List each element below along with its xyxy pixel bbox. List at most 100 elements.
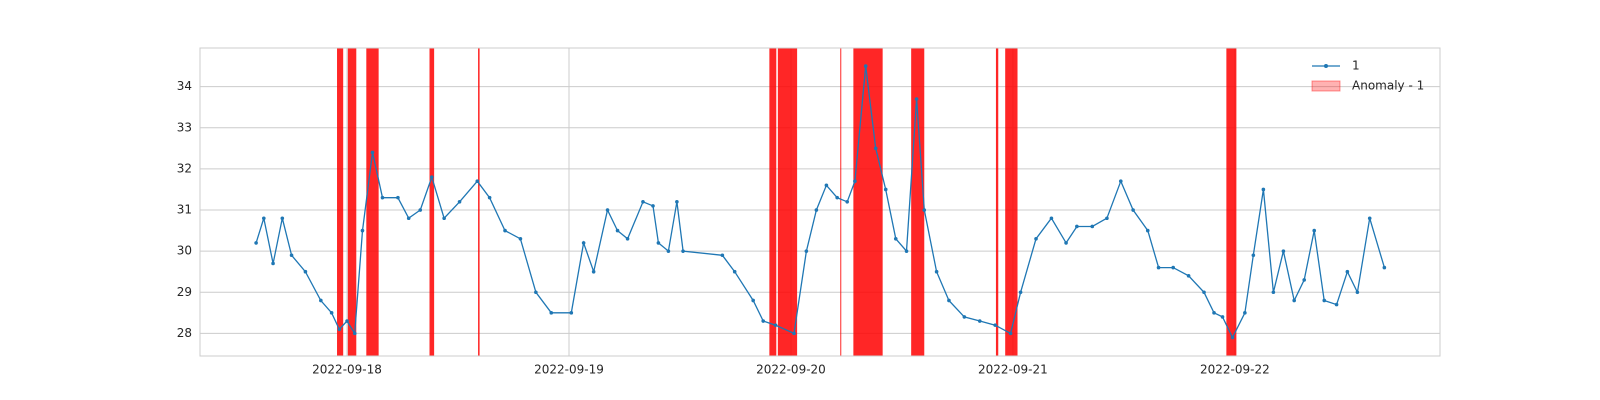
- point: [1261, 187, 1266, 192]
- point: [280, 216, 285, 221]
- point: [863, 64, 868, 68]
- anomaly-span: [337, 48, 344, 356]
- plot-frame: [199, 47, 1441, 357]
- legend-patch: [1311, 80, 1341, 92]
- point: [824, 183, 829, 188]
- point: [962, 315, 967, 319]
- point: [352, 331, 357, 336]
- point: [977, 319, 982, 323]
- point: [262, 216, 266, 221]
- legend-label: Anomaly - 1: [1352, 79, 1424, 93]
- point: [345, 319, 349, 323]
- anomaly-span: [995, 48, 999, 356]
- point: [487, 195, 492, 200]
- point: [1008, 331, 1013, 336]
- point: [893, 237, 898, 241]
- point: [656, 241, 661, 245]
- point: [1355, 290, 1360, 295]
- point: [947, 298, 951, 303]
- point: [1345, 269, 1350, 274]
- point: [581, 241, 586, 245]
- point: [303, 269, 308, 274]
- point: [1302, 278, 1307, 282]
- x-tick-label: 2022-09-19: [534, 363, 604, 377]
- point: [1131, 208, 1135, 212]
- legend-marker: [1324, 64, 1328, 68]
- point: [751, 298, 755, 303]
- point: [732, 269, 737, 274]
- legend-label: 1: [1352, 59, 1360, 73]
- point: [1171, 265, 1175, 270]
- point: [666, 249, 671, 253]
- point: [625, 237, 630, 241]
- point: [883, 187, 888, 192]
- point: [1202, 290, 1206, 295]
- point: [1281, 249, 1286, 253]
- point: [503, 228, 507, 233]
- point: [1105, 216, 1109, 221]
- point: [534, 290, 538, 295]
- point: [1034, 237, 1038, 241]
- point: [993, 323, 997, 327]
- y-tick-label: 31: [177, 203, 192, 217]
- point: [651, 204, 655, 208]
- point: [396, 195, 400, 200]
- point: [720, 253, 725, 258]
- x-tick-label: 2022-09-21: [978, 363, 1048, 377]
- y-tick-label: 29: [177, 285, 192, 299]
- point: [681, 249, 685, 253]
- point: [814, 208, 819, 212]
- point: [1322, 298, 1327, 303]
- point: [914, 97, 919, 101]
- point: [1243, 311, 1247, 315]
- point: [835, 195, 839, 200]
- point: [1220, 315, 1225, 319]
- point: [1075, 224, 1079, 229]
- point: [329, 311, 334, 315]
- point: [289, 253, 294, 258]
- point: [475, 179, 480, 184]
- point: [1212, 311, 1216, 315]
- point: [271, 261, 275, 266]
- point: [442, 216, 446, 221]
- y-tick-label: 30: [177, 244, 192, 258]
- point: [591, 269, 596, 274]
- point: [615, 228, 620, 233]
- point: [675, 199, 679, 204]
- point: [1186, 274, 1191, 278]
- point: [1312, 228, 1317, 233]
- point: [370, 150, 375, 155]
- point: [1382, 265, 1387, 270]
- point: [641, 199, 645, 204]
- point: [406, 216, 411, 221]
- point: [1156, 265, 1161, 270]
- series-line: [255, 66, 1386, 339]
- y-tick-label: 28: [177, 326, 192, 340]
- point: [418, 208, 423, 212]
- point: [254, 241, 258, 245]
- point: [853, 179, 857, 184]
- point: [873, 146, 878, 151]
- point: [1334, 302, 1339, 307]
- anomaly-span: [853, 48, 883, 356]
- anomaly-span: [840, 48, 842, 356]
- point: [761, 319, 766, 323]
- point: [1367, 216, 1372, 221]
- point: [569, 311, 574, 315]
- anomaly-span: [911, 48, 925, 356]
- point: [1230, 335, 1235, 340]
- point: [1145, 228, 1150, 233]
- point: [457, 199, 462, 204]
- point: [845, 199, 850, 204]
- anomaly-span: [777, 48, 798, 356]
- x-tick-label: 2022-09-22: [1200, 363, 1270, 377]
- point: [1271, 290, 1276, 295]
- y-tick-label: 34: [177, 79, 192, 93]
- point: [518, 237, 523, 241]
- x-tick-label: 2022-09-20: [756, 363, 826, 377]
- x-tick-label: 2022-09-18: [312, 363, 382, 377]
- point: [804, 249, 809, 253]
- point: [1018, 290, 1023, 295]
